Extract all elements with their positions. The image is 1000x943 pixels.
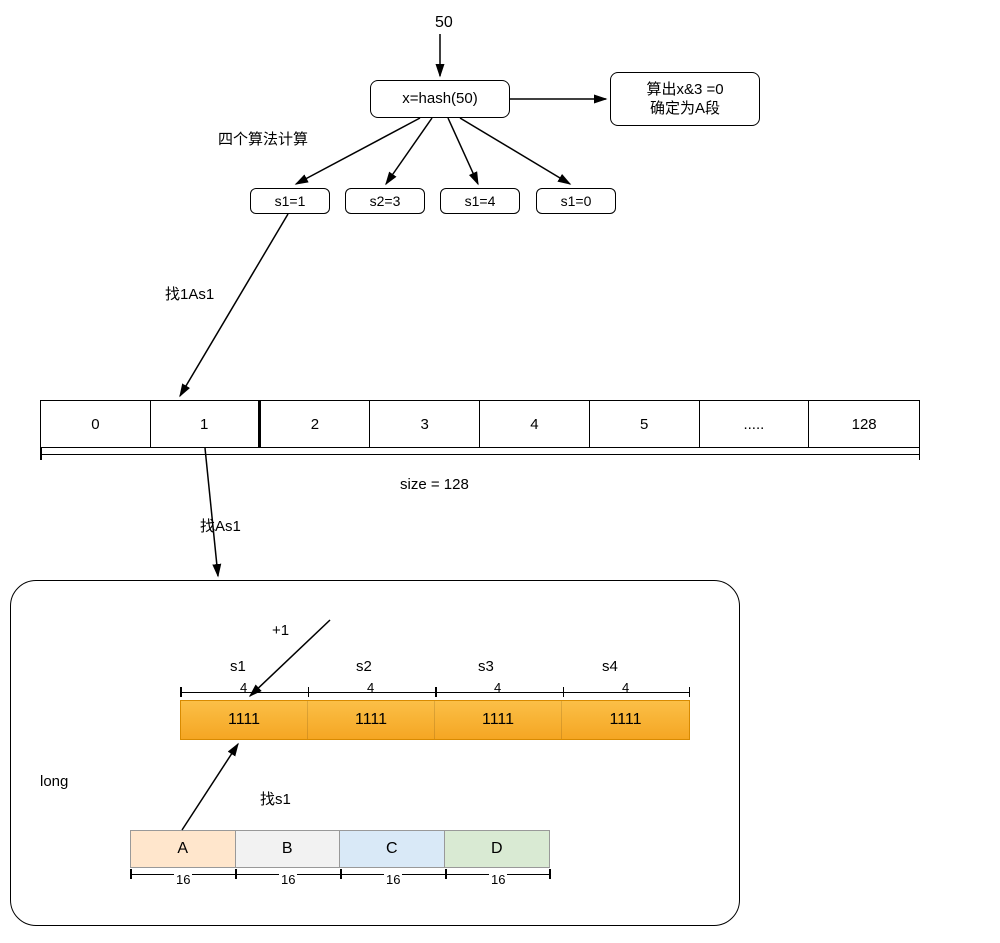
seg-width: 16: [384, 872, 402, 887]
segment-row: A B C D: [130, 830, 550, 868]
s-box-1: s1=1: [250, 188, 330, 214]
seg-width: 16: [279, 872, 297, 887]
array-cell: 2: [261, 401, 371, 447]
array-cell: 3: [370, 401, 480, 447]
s-box-4: s1=0: [536, 188, 616, 214]
find-1as1-label: 找1As1: [165, 283, 214, 304]
bits-cell: 1111: [181, 701, 308, 739]
seg-cell-b: B: [236, 831, 341, 867]
find-as1-label: 找As1: [200, 515, 241, 536]
array-cell: 5: [590, 401, 700, 447]
s-header: s2: [356, 658, 372, 675]
hash-box: x=hash(50): [370, 80, 510, 118]
size-label: size = 128: [400, 476, 469, 493]
seg-cell-a: A: [131, 831, 236, 867]
branch-label: 四个算法计算: [218, 128, 308, 149]
array-cell: 128: [809, 401, 919, 447]
result-text: 算出x&3 =0 确定为A段: [646, 80, 723, 119]
main-array: 0 1 2 3 4 5 ..... 128: [40, 400, 920, 448]
array-cell: 0: [41, 401, 151, 447]
plus-one-label: +1: [272, 622, 289, 639]
result-box: 算出x&3 =0 确定为A段: [610, 72, 760, 126]
s-box-2: s2=3: [345, 188, 425, 214]
bits-cell: 1111: [308, 701, 435, 739]
array-cell: 1: [151, 401, 261, 447]
s-header: s4: [602, 658, 618, 675]
s-header: s3: [478, 658, 494, 675]
seg-cell-d: D: [445, 831, 550, 867]
array-cell: 4: [480, 401, 590, 447]
array-ruler: [40, 454, 920, 466]
input-value: 50: [435, 14, 453, 32]
array-cell: .....: [700, 401, 810, 447]
seg-width: 16: [174, 872, 192, 887]
seg-width: 16: [489, 872, 507, 887]
seg-cell-c: C: [340, 831, 445, 867]
bits-cell: 1111: [562, 701, 689, 739]
bits-row: 1111 1111 1111 1111: [180, 700, 690, 740]
find-s1-label: 找s1: [260, 788, 291, 809]
bits-cell: 1111: [435, 701, 562, 739]
s-box-3: s1=4: [440, 188, 520, 214]
s-header: s1: [230, 658, 246, 675]
long-label: long: [40, 773, 68, 790]
